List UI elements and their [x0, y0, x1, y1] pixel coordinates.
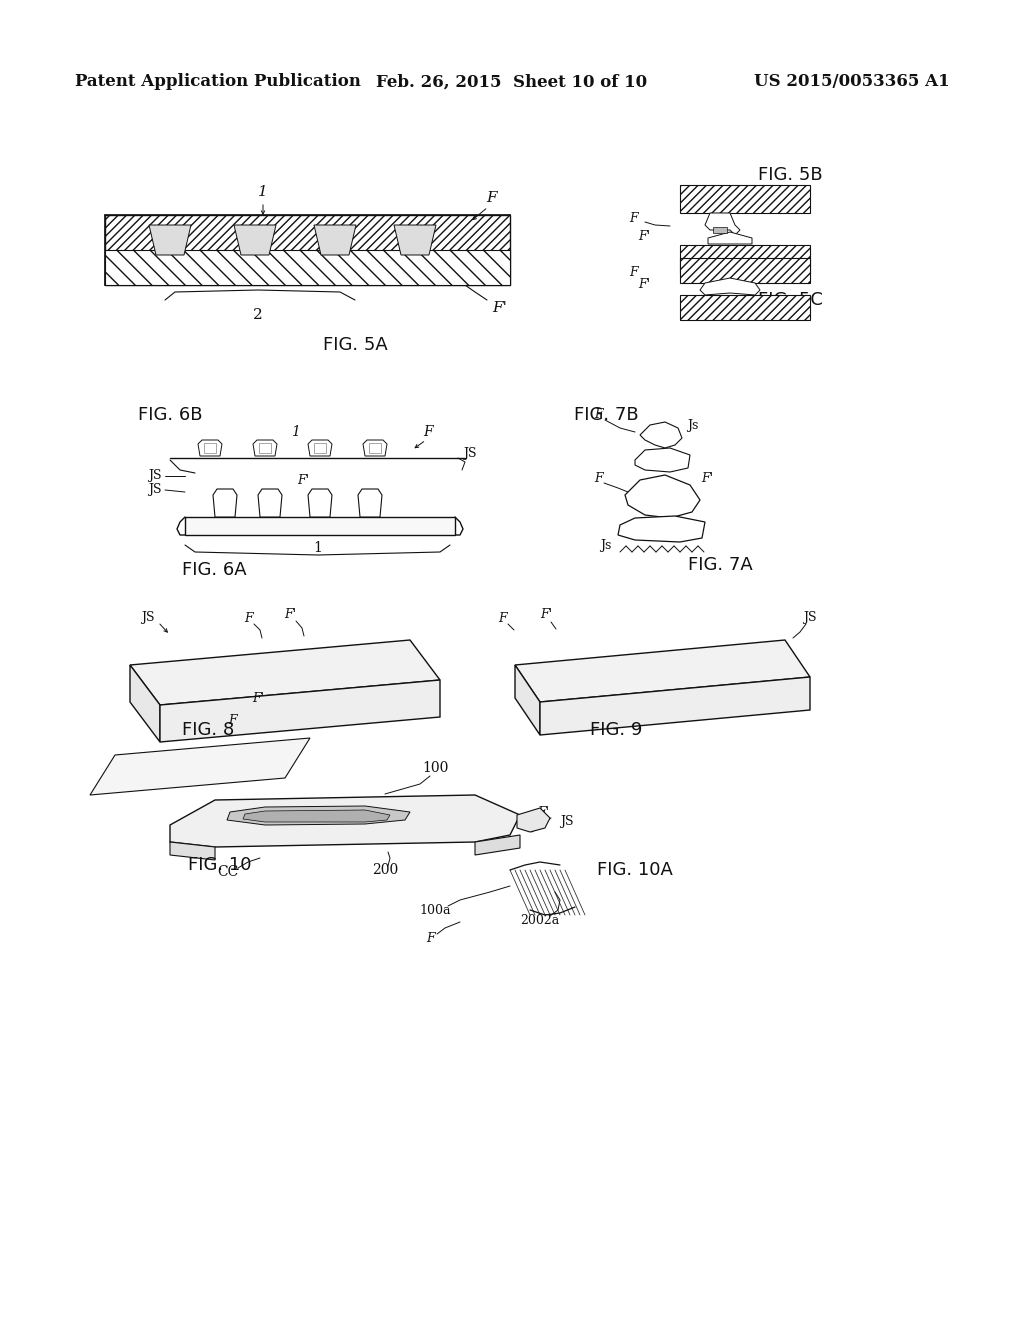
Polygon shape [213, 488, 237, 517]
Polygon shape [708, 232, 752, 244]
Text: CC: CC [217, 865, 239, 879]
Text: FIG. 7B: FIG. 7B [574, 407, 639, 424]
Bar [680, 257, 810, 282]
Text: 200: 200 [372, 863, 398, 876]
Polygon shape [258, 488, 282, 517]
Text: FIG. 8: FIG. 8 [182, 721, 234, 739]
Text: FIG. 10A: FIG. 10A [597, 861, 673, 879]
Text: 100a: 100a [419, 903, 451, 916]
Polygon shape [204, 444, 216, 453]
Polygon shape [362, 440, 387, 455]
Text: 1: 1 [313, 541, 323, 554]
Text: JS: JS [148, 470, 162, 483]
Text: F: F [486, 191, 498, 205]
Polygon shape [150, 224, 191, 255]
Bar [680, 246, 810, 273]
Text: F': F' [493, 301, 508, 315]
Polygon shape [517, 808, 550, 832]
Text: FIG. 9: FIG. 9 [590, 721, 642, 739]
Text: FIG. 6A: FIG. 6A [182, 561, 247, 579]
Text: 100: 100 [422, 762, 449, 775]
Text: F': F' [540, 609, 552, 622]
Bar [680, 185, 810, 213]
Text: FIG. 6B: FIG. 6B [138, 407, 203, 424]
Text: F': F' [297, 474, 309, 487]
Polygon shape [314, 444, 326, 453]
Text: F: F [227, 714, 237, 726]
Text: F': F' [638, 231, 650, 243]
Polygon shape [130, 640, 440, 705]
Text: F: F [423, 425, 433, 440]
Text: F': F' [252, 692, 264, 705]
Polygon shape [700, 279, 760, 294]
Polygon shape [90, 738, 310, 795]
Polygon shape [170, 795, 520, 847]
Text: JS: JS [463, 447, 477, 461]
Polygon shape [314, 224, 356, 255]
Text: F': F' [638, 279, 650, 292]
Polygon shape [227, 807, 410, 825]
Bar [105, 249, 510, 285]
Text: F: F [594, 408, 602, 421]
Polygon shape [713, 227, 727, 234]
Text: FIG. 10: FIG. 10 [188, 855, 252, 874]
Polygon shape [234, 224, 276, 255]
Text: Js: Js [600, 539, 611, 552]
Polygon shape [635, 447, 690, 473]
Text: JS: JS [560, 816, 573, 829]
Polygon shape [243, 810, 390, 822]
Polygon shape [625, 475, 700, 517]
Text: JS: JS [803, 611, 817, 624]
Text: FIG. 7A: FIG. 7A [688, 556, 753, 574]
Polygon shape [394, 224, 436, 255]
Polygon shape [705, 213, 740, 235]
Text: F: F [594, 471, 602, 484]
Text: FIG. 5B: FIG. 5B [758, 166, 822, 183]
Text: F: F [426, 932, 434, 945]
Polygon shape [540, 677, 810, 735]
Polygon shape [475, 836, 520, 855]
Text: Js: Js [687, 418, 698, 432]
Text: 2002a: 2002a [520, 913, 560, 927]
Polygon shape [160, 680, 440, 742]
Text: F: F [244, 611, 252, 624]
Text: 1: 1 [258, 185, 268, 199]
Text: Feb. 26, 2015  Sheet 10 of 10: Feb. 26, 2015 Sheet 10 of 10 [377, 74, 647, 91]
Text: F': F' [537, 805, 549, 818]
Polygon shape [308, 440, 332, 455]
Polygon shape [618, 516, 705, 543]
Polygon shape [198, 440, 222, 455]
Polygon shape [515, 640, 810, 702]
Polygon shape [640, 422, 682, 447]
Text: F: F [498, 611, 506, 624]
Text: F': F' [284, 609, 296, 622]
Text: F: F [630, 267, 638, 280]
Text: 2: 2 [253, 308, 263, 322]
Polygon shape [515, 665, 540, 735]
Text: F: F [630, 211, 638, 224]
Polygon shape [308, 488, 332, 517]
Text: JS: JS [141, 611, 155, 624]
Polygon shape [130, 665, 160, 742]
Bar [680, 294, 810, 319]
Text: F': F' [701, 471, 713, 484]
Text: Patent Application Publication: Patent Application Publication [75, 74, 360, 91]
Polygon shape [259, 444, 271, 453]
Text: JS: JS [148, 483, 162, 496]
Polygon shape [369, 444, 381, 453]
Text: FIG. 5C: FIG. 5C [758, 290, 822, 309]
Polygon shape [185, 517, 455, 535]
Text: US 2015/0053365 A1: US 2015/0053365 A1 [755, 74, 950, 91]
Text: 1: 1 [291, 425, 299, 440]
Polygon shape [170, 842, 215, 861]
Polygon shape [358, 488, 382, 517]
Polygon shape [253, 440, 278, 455]
Bar [105, 215, 510, 285]
Text: FIG. 5A: FIG. 5A [323, 337, 387, 354]
